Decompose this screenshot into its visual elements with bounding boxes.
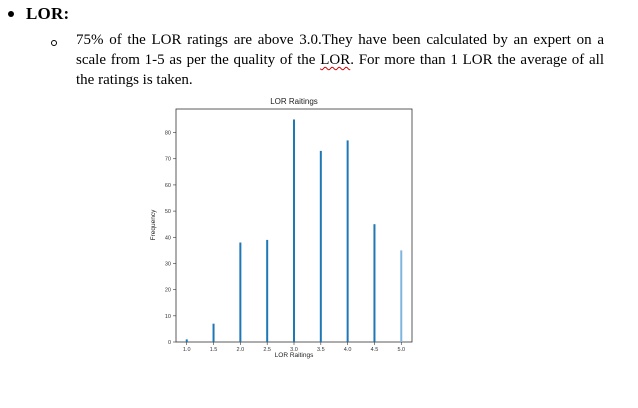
bar-2.5 — [266, 239, 269, 342]
x-tick-label-8: 5.0 — [397, 347, 405, 353]
spellcheck-term: LOR — [320, 52, 351, 68]
section-heading: LOR: — [26, 4, 70, 23]
bar-4.5 — [373, 224, 376, 342]
paragraph-text-end: . For more than 1 LOR the average of all… — [76, 52, 604, 88]
bar-2.0 — [239, 242, 242, 342]
bullet-level1 — [8, 11, 14, 17]
bar-3.0 — [293, 119, 295, 342]
x-tick-label-7: 4.5 — [371, 347, 379, 353]
y-tick-label-5: 50 — [165, 209, 171, 215]
y-axis-label: Frequency — [150, 209, 157, 240]
y-tick-label-0: 0 — [168, 340, 171, 346]
x-tick-label-0: 1.0 — [183, 347, 191, 353]
paragraph-text-start: 75% of the LOR ratings are above 3.0.The… — [76, 32, 604, 68]
bar-3.5 — [319, 150, 322, 342]
body-paragraph: 75% of the LOR ratings are above 3.0.The… — [76, 30, 604, 90]
chart-title: LOR Raitings — [270, 97, 318, 106]
y-tick-label-2: 20 — [165, 288, 171, 294]
y-tick-label-1: 10 — [165, 314, 171, 320]
x-tick-label-4: 3.0 — [290, 347, 298, 353]
bar-5.0 — [400, 250, 403, 342]
y-tick-label-3: 30 — [165, 261, 171, 267]
bar-1.0 — [185, 339, 188, 342]
y-tick-label-8: 80 — [165, 131, 171, 137]
x-axis-label: LOR Raitings — [275, 352, 314, 359]
bar-1.5 — [212, 323, 215, 342]
y-tick-label-7: 70 — [165, 157, 171, 163]
x-tick-label-1: 1.5 — [210, 347, 218, 353]
bar-4.0 — [346, 140, 349, 342]
x-tick-label-3: 2.5 — [263, 347, 271, 353]
y-tick-label-4: 40 — [165, 235, 171, 241]
y-tick-label-6: 60 — [165, 183, 171, 189]
bullet-level2 — [51, 40, 57, 46]
x-tick-label-2: 2.0 — [237, 347, 245, 353]
x-tick-label-5: 3.5 — [317, 347, 325, 353]
x-tick-label-6: 4.0 — [344, 347, 352, 353]
